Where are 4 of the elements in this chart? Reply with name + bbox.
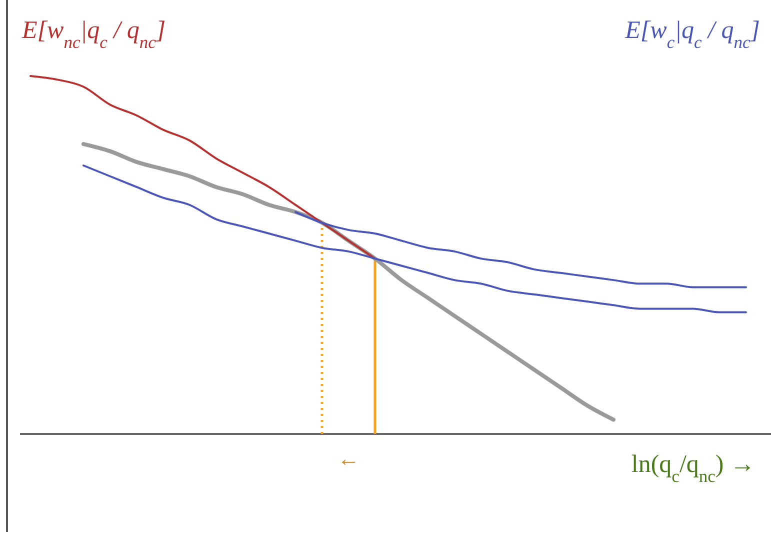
y2-axis-title: E[w$_{c}$|q$_{c}$ / q$_{nc}$] bbox=[624, 17, 760, 52]
y-axis-title: E[w$_{nc}$|q$_{c}$ / q$_{nc}$] bbox=[21, 17, 166, 52]
x-axis-title: ln(q$_{c}$/q$_{nc}$) → bbox=[631, 451, 755, 486]
text: ← bbox=[338, 446, 360, 471]
